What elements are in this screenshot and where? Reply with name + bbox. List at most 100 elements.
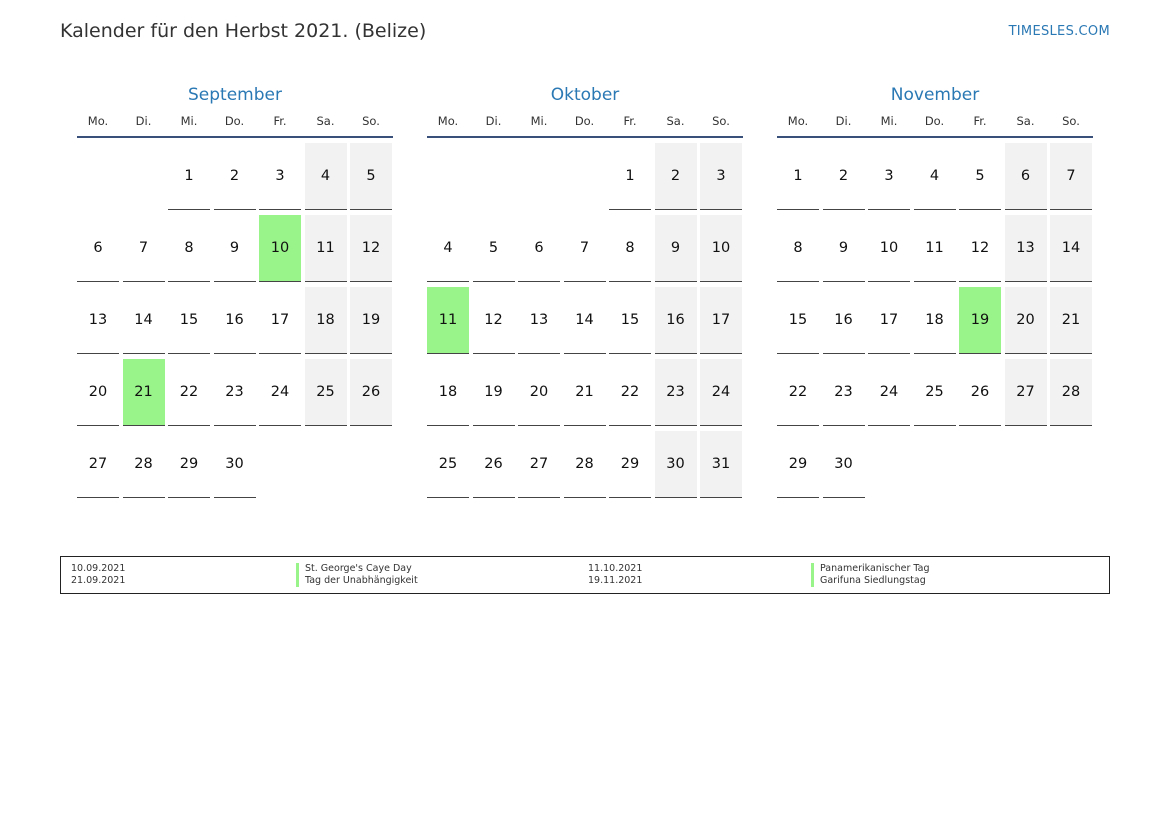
empty-cell bbox=[259, 431, 301, 497]
empty-cell bbox=[1005, 431, 1047, 497]
day-cell: 11 bbox=[304, 215, 347, 282]
empty-cell bbox=[518, 143, 560, 209]
day-cell: 29 bbox=[609, 431, 651, 498]
day-cell: 10 bbox=[868, 215, 910, 282]
day-cell: 24 bbox=[700, 359, 742, 426]
legend-holiday-name: St. George's Caye Day bbox=[296, 563, 418, 575]
day-cell: 17 bbox=[700, 287, 742, 354]
day-cell: 4 bbox=[304, 143, 347, 210]
day-cell: 3 bbox=[868, 143, 910, 210]
weekday-label: So. bbox=[712, 114, 730, 128]
day-cell: 22 bbox=[777, 359, 819, 426]
day-cell: 6 bbox=[77, 215, 119, 282]
site-link[interactable]: TIMESLES.COM bbox=[1008, 24, 1110, 39]
day-cell: 28 bbox=[563, 431, 606, 498]
empty-cell bbox=[473, 143, 515, 209]
legend-dates-left: 10.09.2021 21.09.2021 bbox=[71, 563, 125, 587]
weekday-label: Di. bbox=[485, 114, 502, 128]
day-cell: 21 bbox=[1050, 287, 1092, 354]
month-title: September bbox=[188, 85, 282, 105]
legend-date: 10.09.2021 bbox=[71, 563, 126, 574]
day-cell: 20 bbox=[1004, 287, 1047, 354]
weekday-label: Mo. bbox=[87, 114, 109, 128]
day-cell: 8 bbox=[168, 215, 210, 282]
day-cell: 13 bbox=[1004, 215, 1047, 282]
weekday-label: Fr. bbox=[973, 114, 987, 128]
day-cell: 3 bbox=[700, 143, 742, 210]
day-cell: 12 bbox=[959, 215, 1001, 282]
day-cell: 25 bbox=[427, 431, 469, 498]
empty-cell bbox=[564, 143, 606, 209]
day-cell: 1 bbox=[777, 143, 819, 210]
day-grid: 1 2 3 4 5 6 7 8 9 10 11 12 13 14 15 16 17 18 19 20 21 22 23 24 2… bbox=[777, 143, 1093, 498]
day-cell: 23 bbox=[213, 359, 256, 426]
empty-cell bbox=[305, 431, 347, 497]
legend-date: 11.10.2021 bbox=[588, 563, 643, 574]
weekday-label: Do. bbox=[574, 114, 595, 128]
empty-cell bbox=[77, 143, 119, 209]
weekday-label: Fr. bbox=[273, 114, 287, 128]
legend-date: 21.09.2021 bbox=[71, 575, 126, 586]
day-cell: 24 bbox=[259, 359, 301, 426]
day-cell: 14 bbox=[563, 287, 606, 354]
weekday-label: Mo. bbox=[437, 114, 459, 128]
day-cell: 27 bbox=[77, 431, 119, 498]
day-cell: 29 bbox=[168, 431, 210, 498]
day-cell: 15 bbox=[168, 287, 210, 354]
weekday-label: Sa. bbox=[1016, 114, 1035, 128]
day-cell: 25 bbox=[304, 359, 347, 426]
day-cell: 1 bbox=[168, 143, 210, 210]
empty-cell bbox=[123, 143, 165, 209]
empty-cell bbox=[350, 431, 392, 497]
empty-cell bbox=[959, 431, 1001, 497]
day-cell: 18 bbox=[913, 287, 956, 354]
day-cell: 16 bbox=[213, 287, 256, 354]
day-cell: 7 bbox=[1050, 143, 1092, 210]
day-cell: 2 bbox=[654, 143, 697, 210]
day-cell: 19 bbox=[472, 359, 515, 426]
day-cell: 15 bbox=[609, 287, 651, 354]
day-cell: 10 bbox=[700, 215, 742, 282]
day-cell: 11 bbox=[427, 287, 469, 354]
day-cell: 7 bbox=[563, 215, 606, 282]
day-cell: 12 bbox=[350, 215, 392, 282]
day-cell: 4 bbox=[913, 143, 956, 210]
day-cell: 10 bbox=[259, 215, 301, 282]
weekday-label: Sa. bbox=[316, 114, 335, 128]
page-title: Kalender für den Herbst 2021. (Belize) bbox=[60, 20, 427, 42]
day-cell: 22 bbox=[609, 359, 651, 426]
day-cell: 19 bbox=[350, 287, 392, 354]
day-cell: 24 bbox=[868, 359, 910, 426]
day-grid: 1 2 3 4 5 6 7 8 9 10 11 12 13 14 15 16 17 18 19 20 21 22 23 24 2… bbox=[77, 143, 393, 498]
day-cell: 1 bbox=[609, 143, 651, 210]
day-cell: 20 bbox=[77, 359, 119, 426]
month-title: Oktober bbox=[550, 85, 620, 105]
day-cell: 13 bbox=[518, 287, 560, 354]
day-cell: 23 bbox=[654, 359, 697, 426]
day-cell: 23 bbox=[822, 359, 865, 426]
day-cell: 5 bbox=[959, 143, 1001, 210]
day-cell: 2 bbox=[822, 143, 865, 210]
day-cell: 20 bbox=[518, 359, 560, 426]
day-cell: 9 bbox=[654, 215, 697, 282]
legend-dates-right: 11.10.2021 19.11.2021 bbox=[588, 563, 642, 587]
weekday-label: Di. bbox=[135, 114, 152, 128]
day-cell: 16 bbox=[822, 287, 865, 354]
weekday-header: Mo. Di. Mi. Do. Fr. Sa. So. bbox=[77, 110, 393, 138]
weekday-label: Mi. bbox=[180, 114, 198, 128]
empty-cell bbox=[427, 143, 469, 209]
day-cell: 22 bbox=[168, 359, 210, 426]
weekday-label: Fr. bbox=[623, 114, 637, 128]
day-cell: 6 bbox=[1004, 143, 1047, 210]
day-cell: 9 bbox=[822, 215, 865, 282]
day-cell: 2 bbox=[213, 143, 256, 210]
weekday-label: Mi. bbox=[530, 114, 548, 128]
legend-names-right: Panamerikanischer Tag Garifuna Siedlungs… bbox=[811, 563, 929, 587]
day-cell: 26 bbox=[472, 431, 515, 498]
weekday-label: So. bbox=[1062, 114, 1080, 128]
day-cell: 14 bbox=[1050, 215, 1092, 282]
day-cell: 21 bbox=[563, 359, 606, 426]
legend-names-left: St. George's Caye Day Tag der Unabhängig… bbox=[296, 563, 418, 587]
weekday-label: Do. bbox=[224, 114, 245, 128]
day-cell: 5 bbox=[350, 143, 392, 210]
